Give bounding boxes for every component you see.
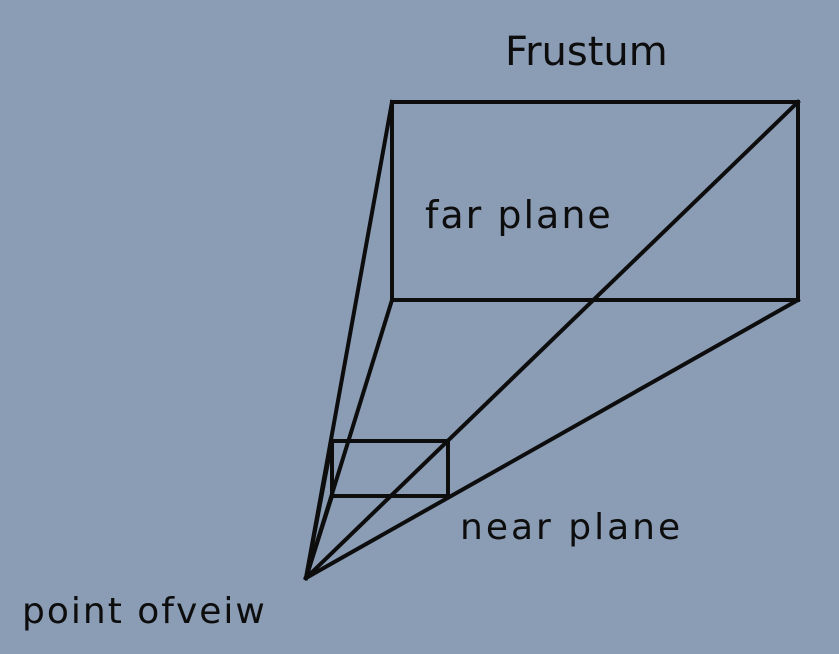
diagram-title: Frustum xyxy=(505,29,668,75)
near-plane-label: near plane xyxy=(460,507,684,548)
near-plane-rectangle xyxy=(330,439,450,498)
point-of-view-label: point ofveiw xyxy=(22,591,267,632)
edge-to-near-top-left xyxy=(303,438,335,581)
edge-to-far-bottom-right xyxy=(303,297,801,581)
edge-to-near-bottom-left xyxy=(303,493,335,581)
far-plane-label: far plane xyxy=(425,193,613,237)
edge-to-far-top-right xyxy=(303,99,801,581)
